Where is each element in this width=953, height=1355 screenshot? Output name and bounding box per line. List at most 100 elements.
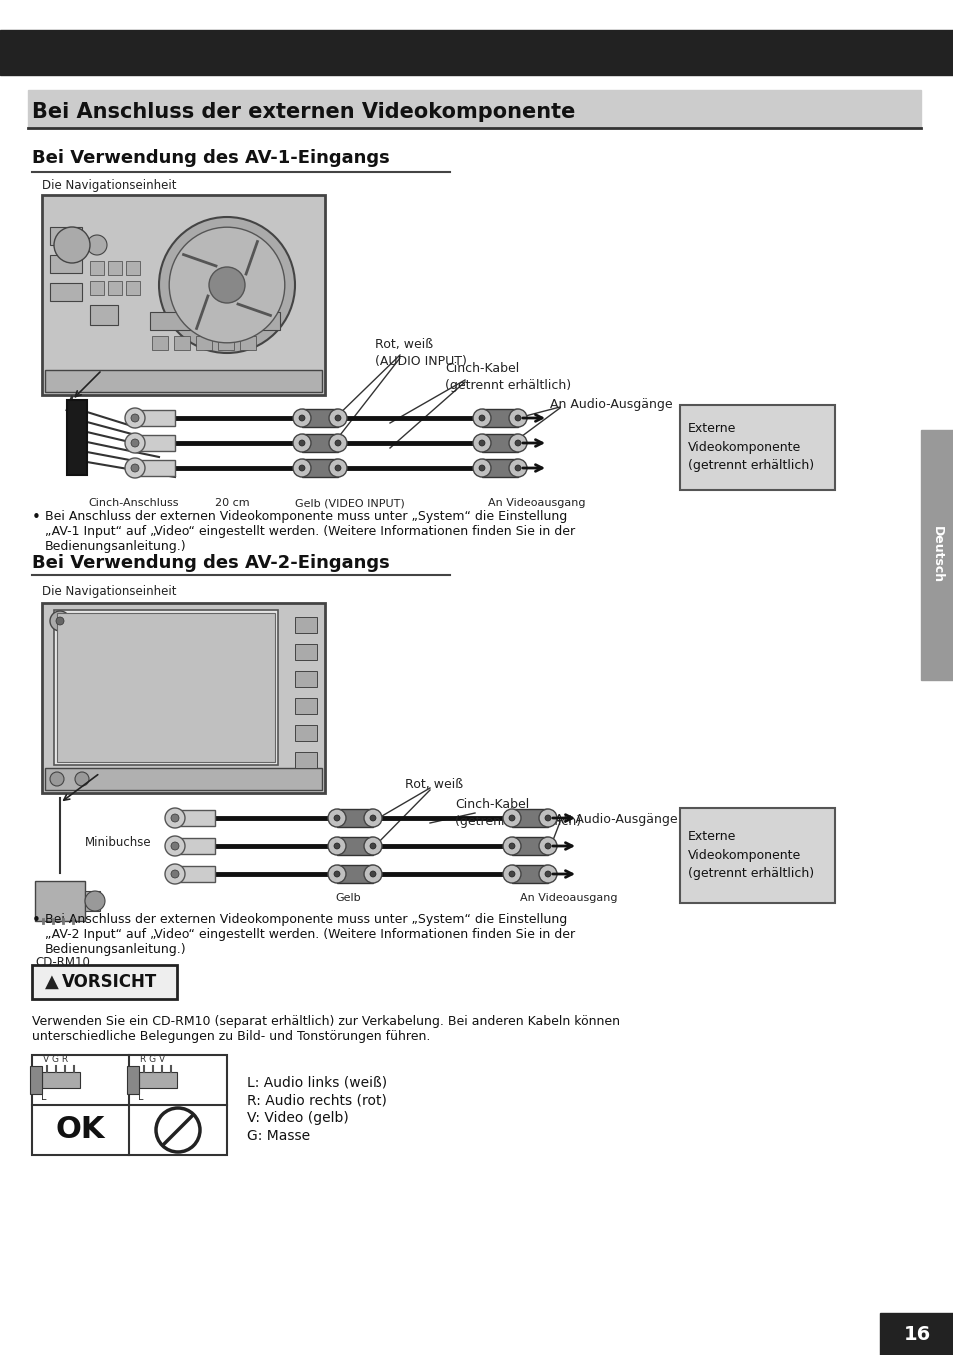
Text: Gelb: Gelb <box>335 893 360 902</box>
Text: Cinch-Kabel
(getrennt erhältlich): Cinch-Kabel (getrennt erhältlich) <box>444 362 571 392</box>
Text: An Audio-Ausgänge: An Audio-Ausgänge <box>550 398 672 411</box>
Text: L: Audio links (weiß): L: Audio links (weiß) <box>247 1075 387 1089</box>
Bar <box>336 864 373 883</box>
Bar <box>174 866 214 882</box>
Circle shape <box>159 217 294 354</box>
Circle shape <box>293 459 311 477</box>
Circle shape <box>171 870 179 878</box>
Bar <box>152 336 168 350</box>
Text: Bei Verwendung des AV-2-Eingangs: Bei Verwendung des AV-2-Eingangs <box>32 554 390 572</box>
Bar <box>126 262 140 275</box>
Text: An Videoausgang: An Videoausgang <box>488 499 585 508</box>
Circle shape <box>473 459 491 477</box>
Circle shape <box>509 843 515 850</box>
Bar <box>195 336 212 350</box>
Circle shape <box>364 837 381 855</box>
Circle shape <box>125 408 145 428</box>
Bar <box>30 1066 42 1093</box>
Bar <box>294 698 316 714</box>
Circle shape <box>328 809 346 827</box>
Circle shape <box>544 843 551 850</box>
Circle shape <box>165 836 185 856</box>
Circle shape <box>298 465 305 472</box>
Text: CD-RM10
(getrennt erhältlich): CD-RM10 (getrennt erhältlich) <box>35 957 154 984</box>
Circle shape <box>370 871 375 877</box>
Bar <box>336 837 373 855</box>
Bar <box>302 434 337 453</box>
Circle shape <box>329 459 347 477</box>
Circle shape <box>298 415 305 421</box>
Text: Rot, weiß
(AUDIO INPUT): Rot, weiß (AUDIO INPUT) <box>375 337 466 369</box>
Circle shape <box>54 228 90 263</box>
Text: Rot, weiß: Rot, weiß <box>405 778 462 791</box>
Bar <box>50 255 82 272</box>
Text: An Audio-Ausgänge: An Audio-Ausgänge <box>555 813 677 827</box>
Text: Bedienungsanleitung.): Bedienungsanleitung.) <box>45 541 187 553</box>
Circle shape <box>509 871 515 877</box>
Text: V G R: V G R <box>44 1056 69 1064</box>
Bar <box>0 30 953 75</box>
Circle shape <box>478 415 484 421</box>
Bar <box>108 262 122 275</box>
Circle shape <box>509 409 526 427</box>
Bar <box>45 370 322 392</box>
Bar <box>139 1072 177 1088</box>
Bar <box>294 644 316 660</box>
Bar <box>294 725 316 741</box>
Circle shape <box>328 837 346 855</box>
Circle shape <box>502 809 520 827</box>
Circle shape <box>509 814 515 821</box>
Text: OK: OK <box>55 1115 105 1145</box>
Bar <box>32 1056 227 1154</box>
Text: R: Audio rechts (rot): R: Audio rechts (rot) <box>247 1093 387 1107</box>
Bar <box>481 409 517 427</box>
Bar <box>50 283 82 301</box>
Circle shape <box>544 871 551 877</box>
Circle shape <box>329 434 347 453</box>
Bar <box>135 459 174 476</box>
Text: Die Navigationseinheit: Die Navigationseinheit <box>42 179 176 191</box>
Bar <box>920 430 953 680</box>
Circle shape <box>538 864 557 883</box>
Bar <box>512 837 547 855</box>
Text: G: Masse: G: Masse <box>247 1129 310 1144</box>
Bar <box>336 809 373 827</box>
Bar <box>481 434 517 453</box>
Circle shape <box>334 871 339 877</box>
Circle shape <box>515 440 520 446</box>
Circle shape <box>515 465 520 472</box>
Text: V: Video (gelb): V: Video (gelb) <box>247 1111 349 1125</box>
Circle shape <box>171 841 179 850</box>
Circle shape <box>171 814 179 822</box>
Circle shape <box>370 814 375 821</box>
Text: „AV-2 Input“ auf „Video“ eingestellt werden. (Weitere Informationen finden Sie i: „AV-2 Input“ auf „Video“ eingestellt wer… <box>45 928 575 940</box>
Text: 16: 16 <box>902 1324 929 1344</box>
Bar <box>126 280 140 295</box>
Text: Bei Anschluss der externen Videokomponente muss unter „System“ die Einstellung: Bei Anschluss der externen Videokomponen… <box>45 509 567 523</box>
Circle shape <box>131 463 139 472</box>
Bar <box>294 671 316 687</box>
Text: •: • <box>32 509 41 524</box>
Text: Die Navigationseinheit: Die Navigationseinheit <box>42 584 176 598</box>
Circle shape <box>509 434 526 453</box>
Circle shape <box>364 809 381 827</box>
Circle shape <box>478 440 484 446</box>
Text: Bedienungsanleitung.): Bedienungsanleitung.) <box>45 943 187 957</box>
Circle shape <box>75 772 89 786</box>
Circle shape <box>335 465 340 472</box>
Circle shape <box>509 459 526 477</box>
Circle shape <box>131 439 139 447</box>
Circle shape <box>293 434 311 453</box>
Bar <box>42 195 325 396</box>
Text: Verwenden Sie ein CD-RM10 (separat erhältlich) zur Verkabelung. Bei anderen Kabe: Verwenden Sie ein CD-RM10 (separat erhäl… <box>32 1015 619 1028</box>
Text: Bei Anschluss der externen Videokomponente muss unter „System“ die Einstellung: Bei Anschluss der externen Videokomponen… <box>45 913 567 925</box>
Text: Gelb (VIDEO INPUT): Gelb (VIDEO INPUT) <box>294 499 404 508</box>
Bar <box>679 808 834 902</box>
Circle shape <box>50 611 70 631</box>
Circle shape <box>335 440 340 446</box>
Circle shape <box>125 434 145 453</box>
Circle shape <box>473 434 491 453</box>
Circle shape <box>165 808 185 828</box>
Bar <box>85 892 100 911</box>
Circle shape <box>293 409 311 427</box>
